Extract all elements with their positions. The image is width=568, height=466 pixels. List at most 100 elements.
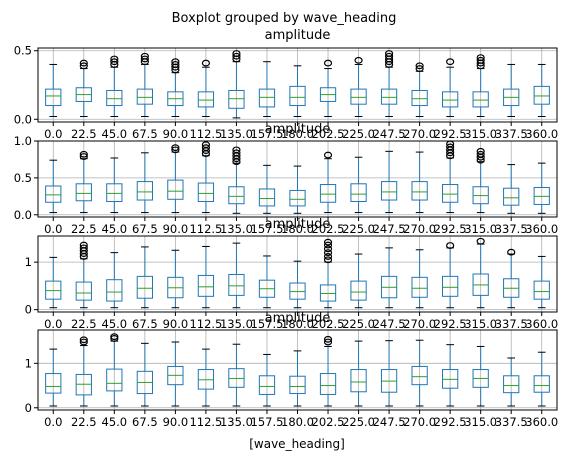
box-22.5 — [75, 241, 92, 309]
x-tick-label: 157.5 — [251, 317, 284, 331]
box-iqr — [45, 88, 62, 107]
x-tick-label: 225.0 — [342, 222, 375, 236]
x-tick-label: 360.0 — [525, 127, 558, 141]
box-157.5 — [258, 164, 276, 214]
flier-point — [354, 56, 363, 64]
box-292.5 — [442, 344, 459, 407]
x-tick-label: 67.5 — [132, 415, 158, 429]
box-315.0 — [472, 54, 489, 118]
box-270.0 — [411, 151, 428, 214]
box-iqr — [442, 91, 459, 108]
flier-point — [140, 52, 149, 60]
box-180.0 — [289, 65, 306, 118]
x-tick-label: 247.5 — [373, 415, 406, 429]
x-tick-label: 0.0 — [44, 127, 62, 141]
flier-point — [323, 338, 333, 346]
subplot-title: amplitude — [265, 311, 331, 326]
box-iqr — [167, 179, 184, 200]
flier-point — [232, 146, 241, 154]
box-112.5 — [197, 245, 215, 309]
box-iqr — [228, 89, 245, 109]
x-tick-label: 292.5 — [434, 127, 467, 141]
figure-suptitle: Boxplot grouped by wave_heading — [172, 11, 397, 26]
x-tick-label: 22.5 — [71, 317, 97, 331]
x-tick-label: 157.5 — [251, 127, 284, 141]
x-tick-label: 360.0 — [525, 415, 558, 429]
x-tick-label: 315.0 — [464, 415, 497, 429]
box-247.5 — [380, 150, 398, 214]
x-tick-label: 315.0 — [464, 317, 497, 331]
x-tick-label: 67.5 — [132, 127, 158, 141]
box-225.0 — [350, 253, 367, 309]
x-tick-label: 22.5 — [71, 222, 97, 236]
x-tick-label: 292.5 — [434, 222, 467, 236]
flier-point — [507, 248, 516, 256]
x-tick-label: 135.0 — [220, 222, 253, 236]
flier-point — [79, 150, 88, 158]
flier-point — [415, 65, 424, 72]
flier-point — [384, 50, 394, 57]
flier-point — [79, 153, 88, 160]
box-270.0 — [411, 249, 428, 309]
box-135.0 — [228, 242, 245, 309]
subplot-title: amplitude — [265, 28, 331, 43]
flier-point — [171, 61, 180, 68]
box-iqr — [106, 89, 123, 107]
y-tick-label: 1 — [25, 255, 32, 269]
box-360.0 — [533, 162, 550, 214]
flier-point — [446, 242, 455, 249]
box-iqr — [228, 273, 245, 296]
flier-point — [446, 143, 455, 151]
x-tick-label: 360.0 — [525, 222, 558, 236]
box-0.0 — [45, 159, 62, 214]
box-180.0 — [289, 165, 306, 214]
box-90.0 — [167, 144, 184, 214]
x-tick-label: 135.0 — [220, 127, 253, 141]
x-tick-label: 45.0 — [102, 222, 128, 236]
box-292.5 — [442, 242, 459, 309]
y-tick-label: 0.5 — [14, 171, 32, 185]
box-iqr — [136, 181, 153, 201]
flier-point — [323, 249, 333, 257]
x-tick-label: 337.5 — [495, 222, 528, 236]
flier-point — [323, 245, 333, 253]
box-iqr — [197, 182, 215, 203]
x-tick-label: 180.0 — [281, 127, 314, 141]
box-22.5 — [75, 59, 92, 118]
flier-point — [110, 333, 119, 341]
box-270.0 — [411, 62, 428, 118]
x-axis-label: [wave_heading] — [249, 437, 345, 451]
flier-point — [323, 335, 333, 343]
x-tick-label: 315.0 — [464, 127, 497, 141]
x-tick-label: 45.0 — [102, 415, 128, 429]
y-tick-label: 0 — [25, 303, 32, 317]
box-225.0 — [350, 56, 367, 118]
flier-point — [323, 253, 333, 260]
x-tick-label: 90.0 — [163, 222, 189, 236]
flier-point — [140, 55, 149, 63]
x-tick-label: 202.5 — [312, 317, 345, 331]
x-tick-label: 270.0 — [403, 415, 436, 429]
flier-point — [79, 62, 88, 70]
box-45.0 — [106, 55, 123, 118]
x-tick-label: 337.5 — [495, 415, 528, 429]
flier-point — [323, 241, 333, 249]
x-tick-label: 202.5 — [312, 222, 345, 236]
x-tick-label: 337.5 — [495, 127, 528, 141]
box-292.5 — [442, 58, 459, 118]
box-iqr — [197, 274, 215, 297]
box-112.5 — [197, 59, 215, 118]
box-180.0 — [289, 350, 306, 407]
box-67.5 — [136, 52, 153, 118]
x-tick-label: 112.5 — [189, 317, 222, 331]
x-tick-label: 112.5 — [189, 415, 222, 429]
flier-point — [110, 58, 119, 66]
flier-point — [323, 256, 333, 264]
x-tick-label: 360.0 — [525, 317, 558, 331]
box-135.0 — [228, 50, 245, 119]
box-360.0 — [533, 255, 550, 309]
flier-point — [171, 146, 180, 154]
x-tick-label: 0.0 — [44, 222, 62, 236]
box-iqr — [319, 373, 337, 395]
box-270.0 — [411, 339, 428, 407]
